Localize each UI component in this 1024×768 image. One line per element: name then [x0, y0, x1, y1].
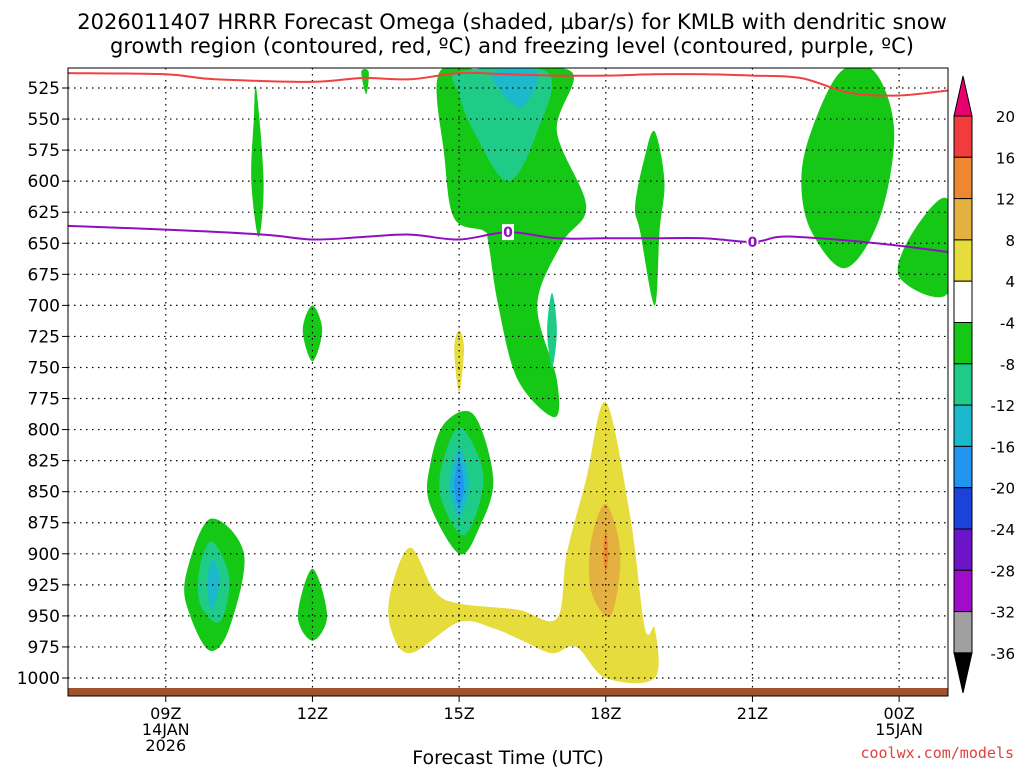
terrain-strip	[68, 688, 948, 696]
freezing-label-bg-0	[502, 224, 514, 241]
y-axis: 525 550 575 600 625 650 675 700 725 750 775 800 825 8…	[17, 79, 68, 689]
x-tick-label-24-1: 15JAN	[875, 720, 923, 739]
colorbar-label-1: 16	[996, 149, 1015, 167]
colorbar-segment-12	[953, 569, 973, 613]
x-tick-label-12-0: 12Z	[297, 704, 328, 723]
colorbar-label-12: -32	[991, 604, 1016, 622]
omega-region-6	[801, 68, 895, 269]
colorbar-bottom-arrow	[953, 652, 973, 694]
colorbar-label-8: -16	[991, 438, 1016, 456]
chart-title-line1: 2026011407 HRRR Forecast Omega (shaded, …	[77, 10, 947, 34]
colorbar-label-3: 8	[1005, 232, 1015, 250]
colorbar-label-10: -24	[991, 521, 1016, 539]
y-tick-label-900: 900	[28, 545, 60, 565]
y-tick-label-1000: 1000	[17, 669, 60, 689]
omega-region-18	[388, 401, 659, 684]
terrain-layer	[68, 688, 948, 696]
y-tick-label-625: 625	[28, 203, 60, 223]
colorbar-label-11: -28	[991, 562, 1016, 580]
y-tick-label-750: 750	[28, 358, 60, 378]
y-tick-label-950: 950	[28, 607, 60, 627]
freezing-level-line	[68, 224, 948, 253]
colorbar-label-0: 20	[996, 108, 1015, 126]
omega-region-17	[454, 460, 464, 507]
colorbar-label-6: -8	[1000, 356, 1015, 374]
y-tick-label-550: 550	[28, 110, 60, 130]
colorbar-segment-4	[953, 239, 973, 282]
colorbar-label-2: 12	[996, 191, 1015, 209]
omega-region-20	[603, 528, 609, 573]
y-tick-label-650: 650	[28, 234, 60, 254]
x-tick-label-21-0: 21Z	[737, 704, 768, 723]
x-tick-label-9-2: 2026	[145, 736, 186, 755]
x-tick-label-9-0: 09Z	[150, 704, 181, 723]
colorbar-segment-11	[953, 528, 973, 571]
colorbar-segment-2	[953, 156, 973, 200]
y-tick-label-675: 675	[28, 265, 60, 285]
y-tick-label-800: 800	[28, 421, 60, 441]
omega-region-3	[547, 292, 557, 368]
omega-region-2	[491, 68, 539, 108]
omega-region-4	[251, 85, 264, 238]
colorbar-label-5: -4	[1000, 315, 1015, 333]
x-tick-label-18-0: 18Z	[590, 704, 621, 723]
dgz-contour-line	[68, 71, 948, 97]
chart-title-line2: growth region (contoured, red, ºC) and f…	[110, 34, 914, 58]
freezing-level-label-1: 0	[748, 235, 758, 251]
y-tick-label-825: 825	[28, 452, 60, 472]
colorbar-label-7: -12	[991, 397, 1016, 415]
y-tick-label-725: 725	[28, 327, 60, 347]
plot-area: 00	[67, 67, 949, 697]
colorbar-segment-9	[953, 445, 973, 489]
y-tick-label-975: 975	[28, 638, 60, 658]
colorbar-segment-3	[953, 198, 973, 241]
colorbar-label-9: -20	[991, 480, 1016, 498]
y-tick-label-575: 575	[28, 141, 60, 161]
omega-shading	[184, 68, 948, 684]
x-tick-label-15-0: 15Z	[443, 704, 474, 723]
credit-text: coolwx.com/models	[860, 744, 1014, 762]
y-tick-label-775: 775	[28, 390, 60, 410]
colorbar-segment-8	[953, 404, 973, 447]
colorbar-segment-7	[953, 363, 973, 406]
x-tick-label-24-0: 00Z	[883, 704, 914, 723]
freezing-level-label-0: 0	[503, 225, 513, 241]
colorbar-label-4: 4	[1005, 273, 1015, 291]
y-tick-label-850: 850	[28, 483, 60, 503]
y-tick-label-875: 875	[28, 514, 60, 534]
omega-region-5	[634, 130, 665, 306]
grid-lines	[68, 68, 948, 696]
x-tick-label-9-1: 14JAN	[142, 720, 190, 739]
x-axis-title: Forecast Time (UTC)	[412, 747, 603, 768]
y-tick-label-600: 600	[28, 172, 60, 192]
contour-lines: 00	[68, 71, 948, 253]
omega-region-0	[436, 68, 587, 418]
y-tick-label-700: 700	[28, 296, 60, 316]
omega-region-7	[897, 197, 948, 298]
colorbar-segment-1	[953, 115, 973, 158]
colorbar-segment-5	[953, 280, 973, 324]
colorbar-top-arrow	[953, 75, 973, 117]
colorbar-segment-10	[953, 487, 973, 530]
colorbar-label-13: -36	[991, 645, 1016, 663]
colorbar-segment-6	[953, 322, 973, 365]
colorbar: 20 16 12 8 4 -4 -8 -12 -16 -20 -24 -28 -32 -36	[953, 75, 1016, 694]
plot-frame	[67, 67, 949, 697]
colorbar-segment-13	[953, 611, 973, 654]
y-tick-label-925: 925	[28, 576, 60, 596]
y-tick-label-525: 525	[28, 79, 60, 99]
omega-region-21	[454, 330, 464, 393]
freezing-label-bg-1	[746, 234, 759, 251]
omega-region-10	[297, 568, 328, 641]
omega-region-8	[361, 69, 369, 95]
